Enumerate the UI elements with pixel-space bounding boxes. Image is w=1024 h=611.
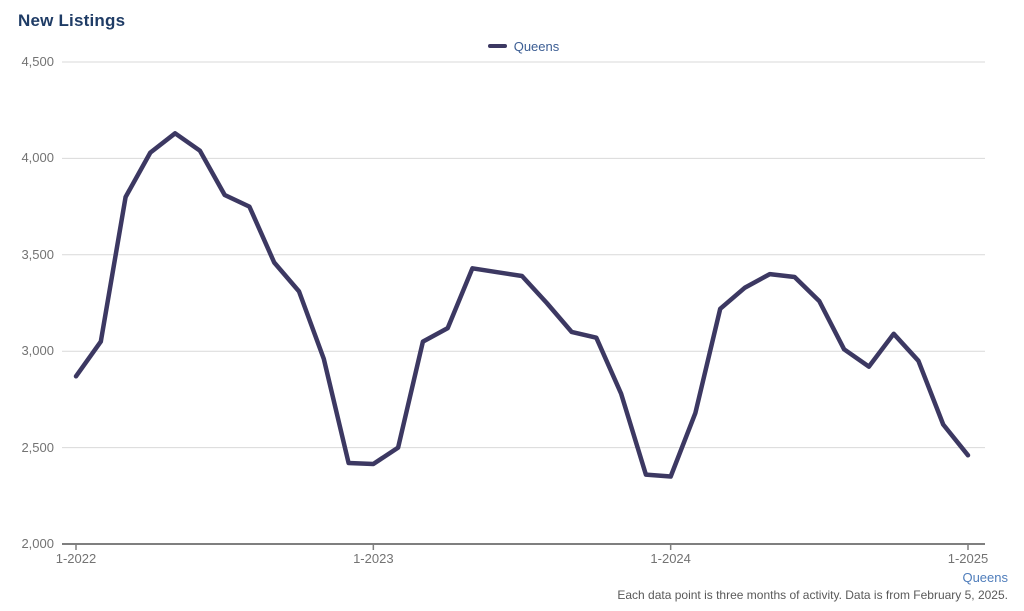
x-tick-label: 1-2022 [55, 551, 97, 566]
legend-item-queens[interactable]: Queens [513, 38, 560, 54]
y-tick-label: 3,500 [21, 246, 54, 262]
page-title: New Listings [18, 11, 126, 30]
chart-legend: Queens [62, 38, 985, 54]
series-line-queens[interactable] [73, 131, 971, 479]
x-tick-label: 1-2025 [947, 551, 989, 566]
y-tick-label: 4,000 [21, 150, 54, 166]
y-tick-label: 3,000 [21, 343, 54, 359]
series-link-queens[interactable]: Queens [962, 570, 1008, 585]
y-tick-label: 2,500 [21, 439, 54, 455]
y-tick-label: 4,500 [21, 54, 54, 69]
legend-swatch-queens [487, 44, 507, 48]
x-tick-label: 1-2024 [650, 551, 691, 566]
x-tick-label: 1-2023 [353, 551, 394, 566]
y-tick-label: 2,000 [21, 536, 54, 551]
chart-footnote: Each data point is three months of activ… [617, 588, 1008, 602]
